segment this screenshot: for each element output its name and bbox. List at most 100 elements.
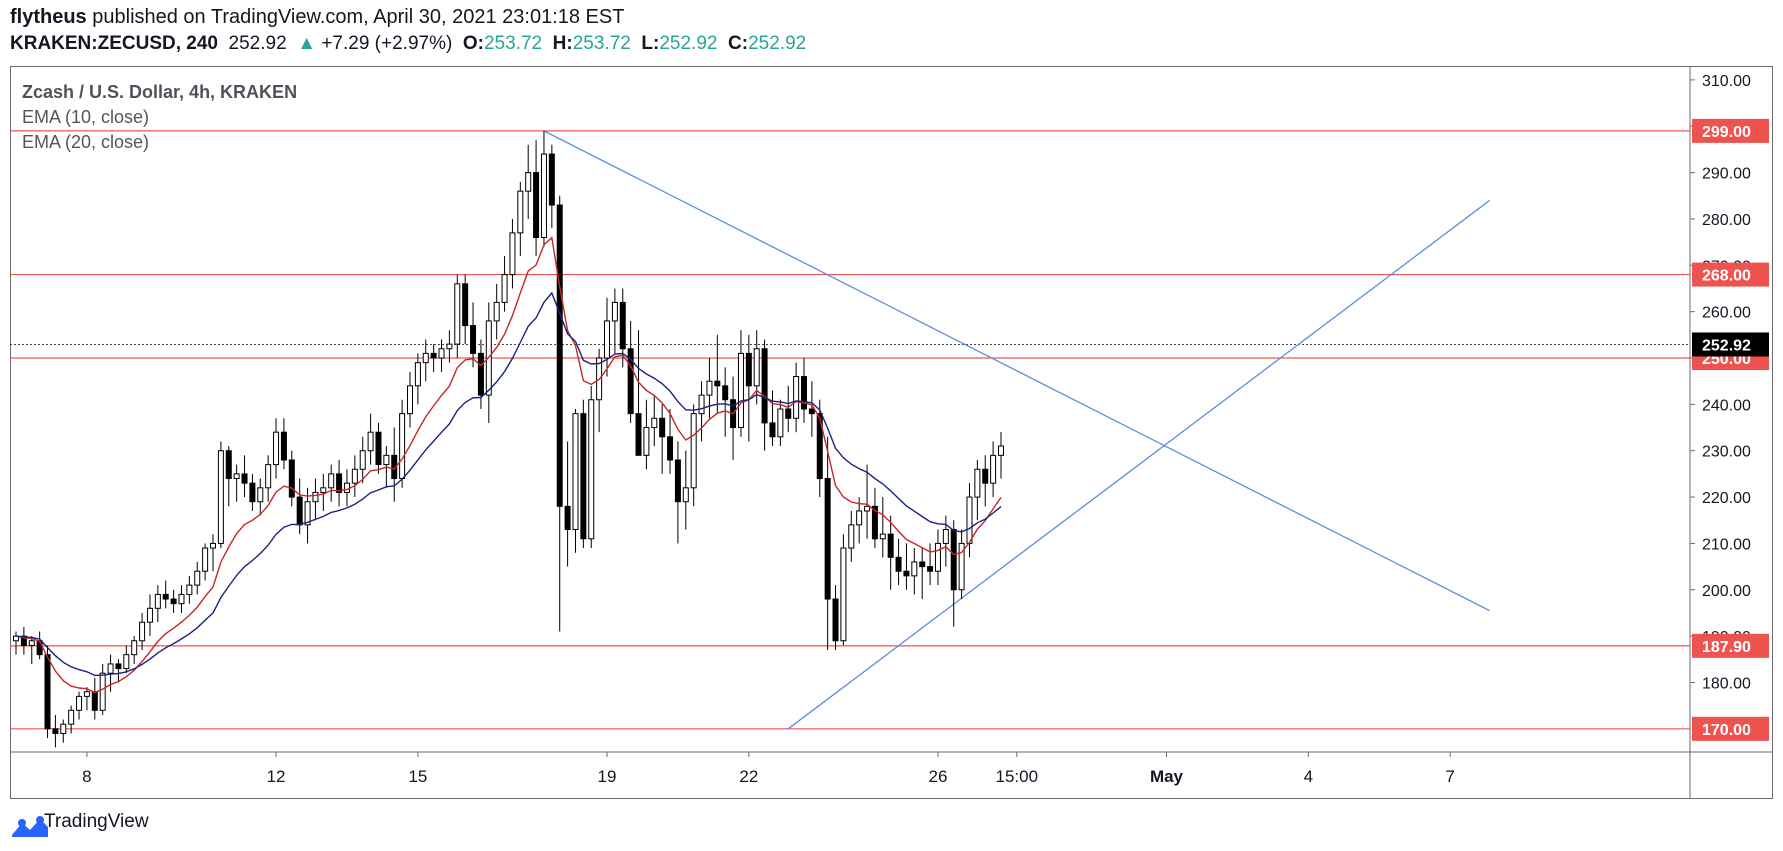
horizontal-levels bbox=[10, 130, 1690, 730]
candle-up bbox=[509, 232, 516, 276]
candle-up bbox=[351, 468, 358, 484]
close-value: 252.92 bbox=[748, 33, 807, 54]
candle-up bbox=[651, 417, 658, 429]
candle-up bbox=[438, 348, 445, 359]
candle-down bbox=[769, 422, 776, 438]
level-badge bbox=[1692, 716, 1769, 741]
time-tick-label: 22 bbox=[739, 767, 758, 786]
price-tick-label: 280.00 bbox=[1702, 212, 1751, 229]
up-arrow-icon: ▲ bbox=[297, 33, 317, 54]
price-tick-label: 210.00 bbox=[1702, 536, 1751, 553]
candle-up bbox=[383, 454, 390, 466]
low-value: 252.92 bbox=[659, 33, 718, 54]
candle-up bbox=[68, 709, 75, 725]
chart-title: Zcash / U.S. Dollar, 4h, KRAKEN bbox=[22, 82, 298, 102]
price-tick-label: 200.00 bbox=[1702, 583, 1751, 600]
candle-up bbox=[422, 352, 429, 364]
candle-down bbox=[801, 376, 807, 410]
author[interactable]: flytheus bbox=[10, 6, 87, 28]
level-label: 299.00 bbox=[1702, 124, 1751, 141]
symbol[interactable]: KRAKEN:ZECUSD, 240 bbox=[10, 33, 218, 54]
ema20-line bbox=[15, 291, 1002, 677]
candle-down bbox=[52, 728, 59, 734]
candle-down bbox=[249, 482, 256, 503]
candle-up bbox=[60, 723, 67, 734]
candle-up bbox=[186, 584, 193, 595]
candle-up bbox=[83, 691, 90, 697]
candle-down bbox=[674, 459, 681, 503]
level-label: 268.00 bbox=[1702, 268, 1751, 285]
candle-up bbox=[139, 621, 146, 642]
candle-up bbox=[28, 640, 35, 646]
candle-down bbox=[627, 348, 634, 415]
candle-up bbox=[446, 343, 453, 350]
time-tick-label: 8 bbox=[82, 767, 91, 786]
candle-down bbox=[241, 473, 248, 484]
time-tick-label: 26 bbox=[928, 767, 947, 786]
candle-up bbox=[257, 487, 264, 503]
trend-line bbox=[787, 199, 1490, 730]
candle-down bbox=[919, 561, 926, 568]
trend-line bbox=[543, 130, 1490, 612]
candle-up bbox=[178, 593, 185, 605]
candle-down bbox=[375, 431, 382, 466]
last-price-badge bbox=[1692, 332, 1769, 357]
candle-up bbox=[856, 510, 863, 526]
candle-up bbox=[540, 153, 547, 238]
ema20-legend[interactable]: EMA (20, close) bbox=[22, 132, 150, 152]
candle-up bbox=[312, 491, 319, 503]
candle-down bbox=[280, 431, 287, 461]
candle-down bbox=[564, 505, 571, 531]
candle-up bbox=[131, 640, 138, 656]
candle-down bbox=[296, 496, 303, 526]
candle-down bbox=[895, 556, 902, 572]
candle-up bbox=[146, 607, 153, 623]
tradingview-logo-icon bbox=[12, 816, 48, 837]
candle-up bbox=[414, 362, 421, 387]
price-axis: 180.00190.00200.00210.00220.00230.00240.… bbox=[1689, 66, 1769, 799]
candle-up bbox=[990, 454, 997, 484]
ema10-legend[interactable]: EMA (10, close) bbox=[22, 107, 150, 127]
candle-down bbox=[533, 172, 540, 238]
price-tick-label: 240.00 bbox=[1702, 397, 1751, 414]
candle-up bbox=[793, 376, 800, 419]
candle-down bbox=[824, 478, 831, 600]
candle-down bbox=[950, 529, 957, 591]
candle-up bbox=[958, 542, 965, 591]
candle-down bbox=[745, 352, 752, 387]
candle-up bbox=[643, 427, 650, 456]
candle-up bbox=[454, 283, 461, 345]
candle-down bbox=[785, 408, 792, 419]
candle-down bbox=[667, 436, 674, 461]
high-value: 253.72 bbox=[572, 33, 631, 54]
candle-up bbox=[399, 413, 406, 480]
high-label: H: bbox=[552, 33, 573, 54]
candles bbox=[13, 130, 1004, 748]
candle-up bbox=[328, 473, 335, 489]
candle-up bbox=[942, 529, 949, 544]
time-tick-label: 7 bbox=[1445, 767, 1454, 786]
candle-down bbox=[887, 533, 894, 558]
chart-frame bbox=[10, 66, 1773, 799]
candle-down bbox=[470, 325, 477, 354]
ema-lines bbox=[15, 236, 1002, 694]
time-tick-label: 15 bbox=[408, 767, 427, 786]
candle-down bbox=[659, 417, 666, 438]
candle-down bbox=[336, 473, 343, 493]
time-tick-label: 19 bbox=[598, 767, 617, 786]
level-label: 170.00 bbox=[1702, 722, 1751, 739]
candle-up bbox=[879, 533, 886, 540]
level-label: 187.90 bbox=[1702, 639, 1751, 656]
candle-up bbox=[690, 413, 697, 489]
candle-up bbox=[217, 450, 224, 544]
price-tick-label: 310.00 bbox=[1702, 73, 1751, 90]
candle-down bbox=[580, 413, 587, 540]
candle-up bbox=[611, 301, 618, 322]
candle-down bbox=[162, 593, 169, 600]
candle-up bbox=[233, 473, 240, 480]
candle-up bbox=[273, 431, 280, 466]
footer-brand[interactable]: TradingView bbox=[44, 811, 149, 832]
price-tick-label: 260.00 bbox=[1702, 305, 1751, 322]
level-badge bbox=[1692, 118, 1769, 143]
